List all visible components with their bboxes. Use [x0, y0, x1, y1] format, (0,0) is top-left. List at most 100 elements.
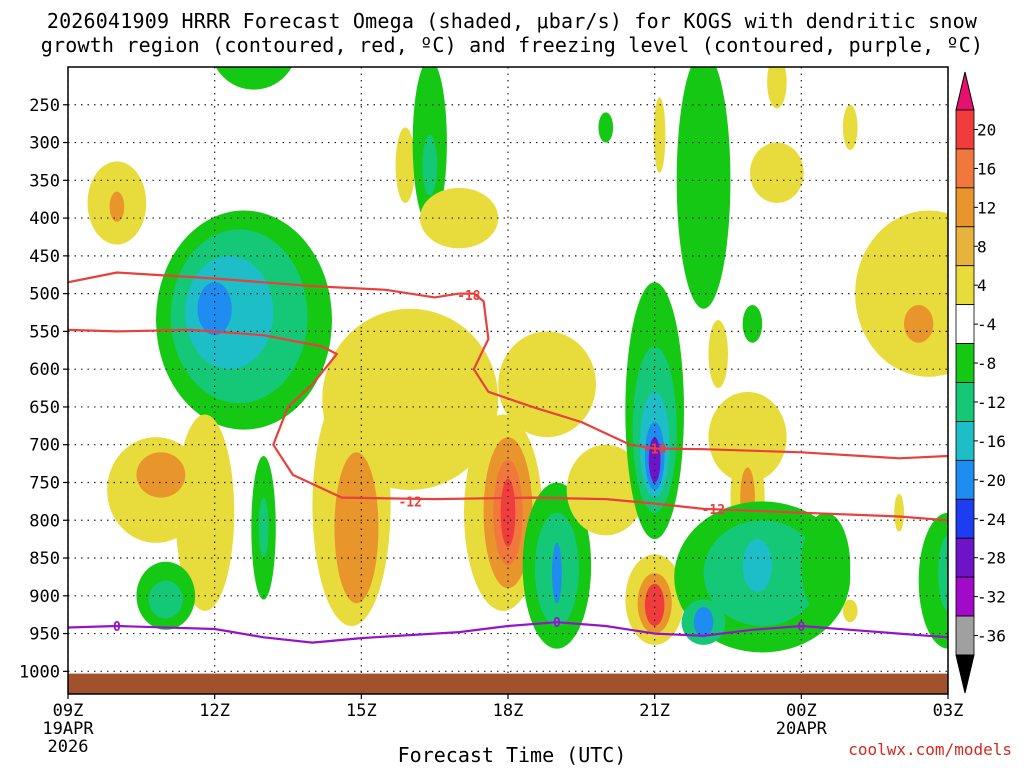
x-tick-date-00Z: 20APR — [776, 719, 828, 739]
omega-region-49 — [750, 142, 804, 203]
y-tick-label-250: 250 — [29, 96, 60, 116]
x-tick-label-09Z: 09Z — [53, 701, 84, 721]
x-tick-label-21Z: 21Z — [639, 701, 670, 721]
y-tick-label-950: 950 — [29, 625, 60, 645]
omega-region-25 — [500, 478, 516, 547]
omega-region-16 — [422, 134, 438, 196]
y-tick-label-750: 750 — [29, 473, 60, 493]
contour-label-dgz-upper-1: -18 — [643, 442, 667, 457]
credit-link[interactable]: coolwx.com/models — [848, 740, 1012, 759]
omega-region-11 — [148, 580, 183, 619]
colorbar-label-6: -8 — [977, 354, 996, 373]
omega-region-56 — [904, 304, 934, 343]
contour-dgz-upper: -18 -18 — [68, 271, 948, 460]
omega-region-57 — [918, 512, 948, 649]
terrain-fill — [68, 673, 948, 694]
y-tick-label-550: 550 — [29, 322, 60, 342]
y-tick-label-350: 350 — [29, 171, 60, 191]
x-tick-year-09Z: 2026 — [48, 737, 89, 757]
contour-label-dgz-lower-1: -12 — [702, 503, 725, 518]
omega-region-46 — [742, 539, 772, 593]
grid — [68, 67, 948, 694]
contour-line-freezing-level — [68, 621, 948, 644]
colorbar-swatch-1 — [955, 148, 975, 189]
omega-region-59 — [842, 599, 858, 623]
colorbar-swatch-5 — [955, 304, 975, 344]
omega-region-50 — [767, 67, 787, 109]
omega-region-29 — [566, 444, 645, 536]
omega-region-1 — [109, 191, 125, 222]
colorbar-swatch-7 — [955, 382, 975, 422]
colorbar-top-arrow — [955, 71, 975, 111]
omega-region-13 — [258, 497, 269, 559]
colorbar-swatch-6 — [955, 343, 975, 383]
y-tick-label-450: 450 — [29, 247, 60, 267]
omega-region-28 — [552, 542, 562, 604]
contour-label-freezing-level-0: 0 — [113, 620, 121, 635]
plot-area: -18 -18 -12 -12 0 0 0 — [68, 67, 948, 694]
x-tick-label-18Z: 18Z — [493, 701, 524, 721]
colorbar-swatch-3 — [955, 226, 975, 267]
x-tick-date-09Z: 19APR — [42, 719, 94, 739]
omega-region-14 — [395, 127, 416, 203]
colorbar-label-0: 20 — [977, 120, 996, 139]
x-tick-label-03Z: 03Z — [933, 701, 964, 721]
contour-dgz-lower: -12 -12 — [68, 328, 948, 522]
omega-region-53 — [742, 304, 763, 343]
contour-label-freezing-level-1: 0 — [553, 616, 561, 631]
colorbar-swatch-10 — [955, 498, 975, 539]
omega-region-60 — [894, 493, 904, 532]
y-tick-label-700: 700 — [29, 436, 60, 456]
x-tick-label-15Z: 15Z — [346, 701, 377, 721]
y-tick-label-1000: 1000 — [19, 662, 60, 682]
colorbar-label-1: 16 — [977, 159, 996, 178]
colorbar-label-2: 12 — [977, 198, 996, 217]
y-axis: 250 300 350 400 450 500 550 600 650 700 750 800 850 9… — [19, 96, 68, 682]
colorbar-swatch-2 — [955, 187, 975, 228]
x-tick-label-00Z: 00Z — [786, 701, 817, 721]
omega-region-51 — [842, 104, 858, 151]
omega-region-2 — [215, 67, 292, 90]
y-tick-label-500: 500 — [29, 285, 60, 305]
colorbar-label-8: -16 — [977, 432, 1006, 451]
contour-label-freezing-level-2: 0 — [797, 620, 805, 635]
omega-region-20 — [334, 452, 379, 604]
omega-region-48 — [693, 607, 714, 638]
colorbar-swatch-4 — [955, 265, 975, 306]
y-tick-label-900: 900 — [29, 587, 60, 607]
omega-region-37 — [644, 583, 665, 627]
chart-title-line-2: growth region (contoured, red, ºC) and f… — [40, 33, 984, 57]
colorbar-label-11: -28 — [977, 549, 1006, 568]
colorbar-label-12: -32 — [977, 588, 1006, 607]
colorbar-label-5: -4 — [977, 315, 996, 334]
contour-freezing-level: 0 0 0 — [68, 616, 948, 644]
colorbar-swatch-8 — [955, 421, 975, 461]
contour-line-dgz-upper — [68, 271, 948, 460]
chart-title-line-1: 2026041909 HRRR Forecast Omega (shaded, … — [46, 9, 978, 33]
colorbar-bottom-arrow — [955, 654, 975, 694]
colorbar-label-10: -24 — [977, 510, 1006, 529]
colorbar: 20 16 12 8 4 -4 -8 -12 -16 -20 -24 -28 -32 -36 — [955, 71, 1006, 694]
x-axis-label: Forecast Time (UTC) — [397, 743, 627, 767]
x-tick-label-12Z: 12Z — [199, 701, 230, 721]
contour-line-dgz-lower — [68, 328, 948, 522]
omega-region-21 — [498, 331, 596, 438]
omega-region-9 — [136, 452, 186, 498]
colorbar-swatch-12 — [955, 576, 975, 617]
omega-region-54 — [801, 512, 851, 619]
omega-region-39 — [708, 391, 787, 483]
colorbar-label-3: 8 — [977, 237, 987, 256]
colorbar-swatch-13 — [955, 615, 975, 656]
colorbar-swatch-9 — [955, 459, 975, 500]
y-tick-label-850: 850 — [29, 549, 60, 569]
colorbar-label-13: -36 — [977, 627, 1006, 646]
y-tick-label-650: 650 — [29, 398, 60, 418]
contour-label-dgz-upper-0: -18 — [457, 289, 481, 304]
y-tick-label-400: 400 — [29, 209, 60, 229]
colorbar-swatch-0 — [955, 109, 975, 150]
colorbar-label-7: -12 — [977, 393, 1006, 412]
omega-region-41 — [653, 97, 666, 173]
omega-region-58 — [938, 535, 948, 611]
